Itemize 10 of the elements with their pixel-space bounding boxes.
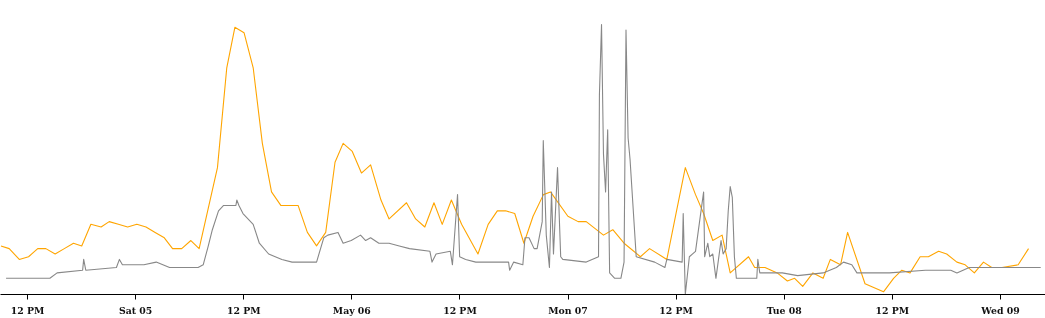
x-tick-label: May 06 [332, 304, 371, 316]
x-tick-label: 12 PM [10, 304, 45, 316]
x-tick-label: 12 PM [226, 304, 261, 316]
x-tick-label: Mon 07 [548, 304, 588, 316]
x-tick-label: Wed 09 [980, 304, 1020, 316]
x-tick-label: 12 PM [659, 304, 693, 316]
x-tick-label: Tue 08 [766, 304, 802, 316]
x-tick-label: 12 PM [875, 304, 910, 316]
x-tick-label: 12 PM [443, 304, 477, 316]
x-tick-label: Sat 05 [118, 304, 153, 316]
